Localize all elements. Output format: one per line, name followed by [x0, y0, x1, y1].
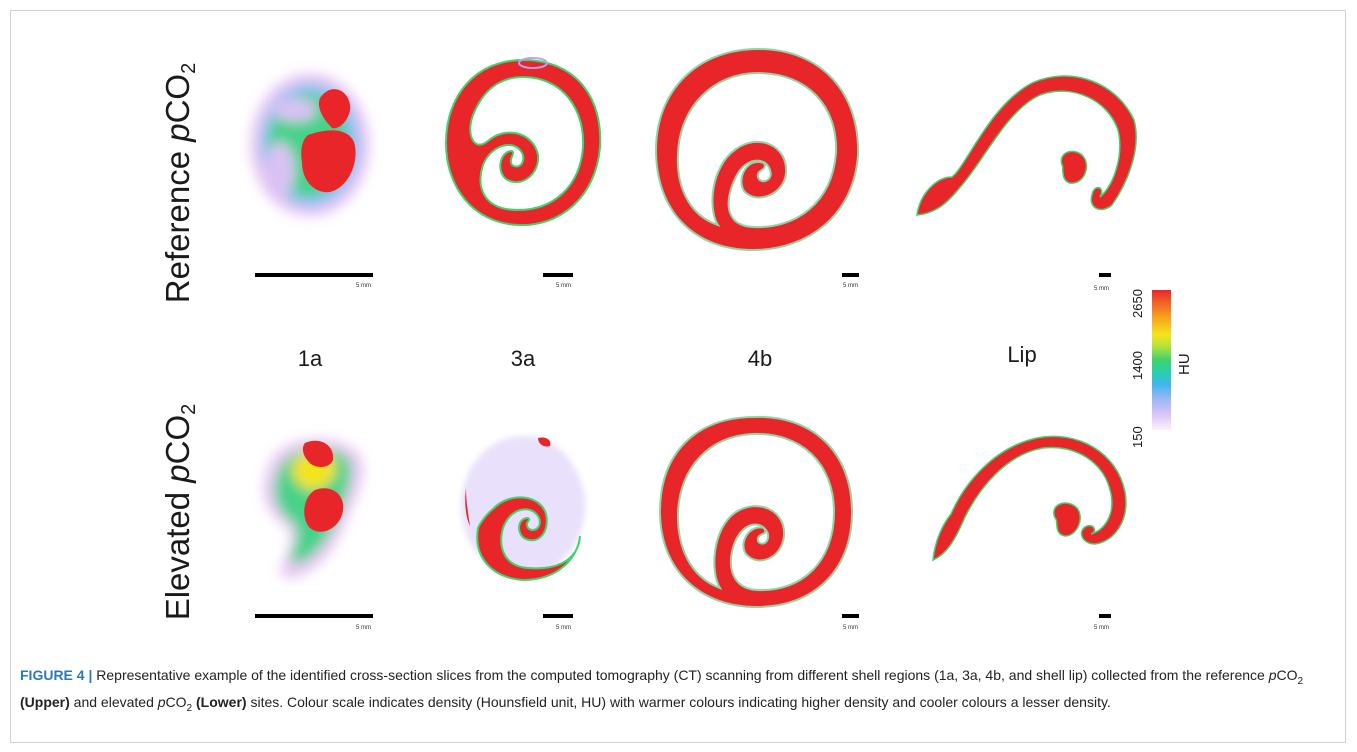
ct-slice-reference-4b [654, 47, 860, 252]
column-label-1a: 1a [297, 346, 323, 371]
ct-slice-reference-3a [444, 57, 602, 227]
colorbar-tick-mid: 1400 [1130, 351, 1145, 380]
ct-slice-elevated-3a [461, 436, 585, 582]
scale-label: 5 mm [843, 283, 858, 289]
ct-slice-reference-1a [250, 73, 370, 217]
scale-label: 5 mm [1094, 286, 1109, 292]
colorbar-title: HU [1176, 353, 1193, 375]
ct-slice-reference-lip [916, 75, 1137, 216]
column-label-3a: 3a [510, 346, 536, 371]
scale-bar-reference-3a [543, 273, 573, 277]
scale-bar-elevated-1a [255, 614, 373, 618]
column-label-4b: 4b [747, 346, 773, 371]
colorbar-tick-max: 2650 [1130, 289, 1145, 318]
figure-frame [10, 10, 1346, 743]
scale-label: 5 mm [556, 283, 571, 289]
figure-caption: FIGURE 4 | Representative example of the… [20, 667, 1304, 714]
scale-label: 5 mm [843, 625, 858, 631]
row-label-elevated: Elevated pCO2 [159, 403, 200, 621]
scale-label: 5 mm [356, 625, 371, 631]
ct-slice-elevated-1a [263, 438, 364, 579]
scale-label: 5 mm [1094, 625, 1109, 631]
scale-bar-elevated-3a [543, 614, 573, 618]
figure-label: FIGURE 4 | [20, 667, 93, 683]
row-label-reference: Reference pCO2 [159, 62, 200, 304]
scale-label: 5 mm [556, 625, 571, 631]
scale-bar-reference-lip [1099, 273, 1111, 277]
scale-bar-reference-1a [255, 273, 373, 277]
scale-label: 5 mm [356, 283, 371, 289]
ct-slice-elevated-4b [658, 415, 854, 609]
scale-bar-reference-4b [842, 273, 859, 277]
scale-bar-elevated-4b [842, 614, 859, 618]
ct-slice-elevated-lip [932, 435, 1127, 562]
column-label-lip: Lip [1007, 342, 1037, 367]
colorbar [1152, 290, 1171, 430]
scale-bar-elevated-lip [1099, 614, 1111, 618]
colorbar-tick-min: 150 [1130, 426, 1145, 448]
